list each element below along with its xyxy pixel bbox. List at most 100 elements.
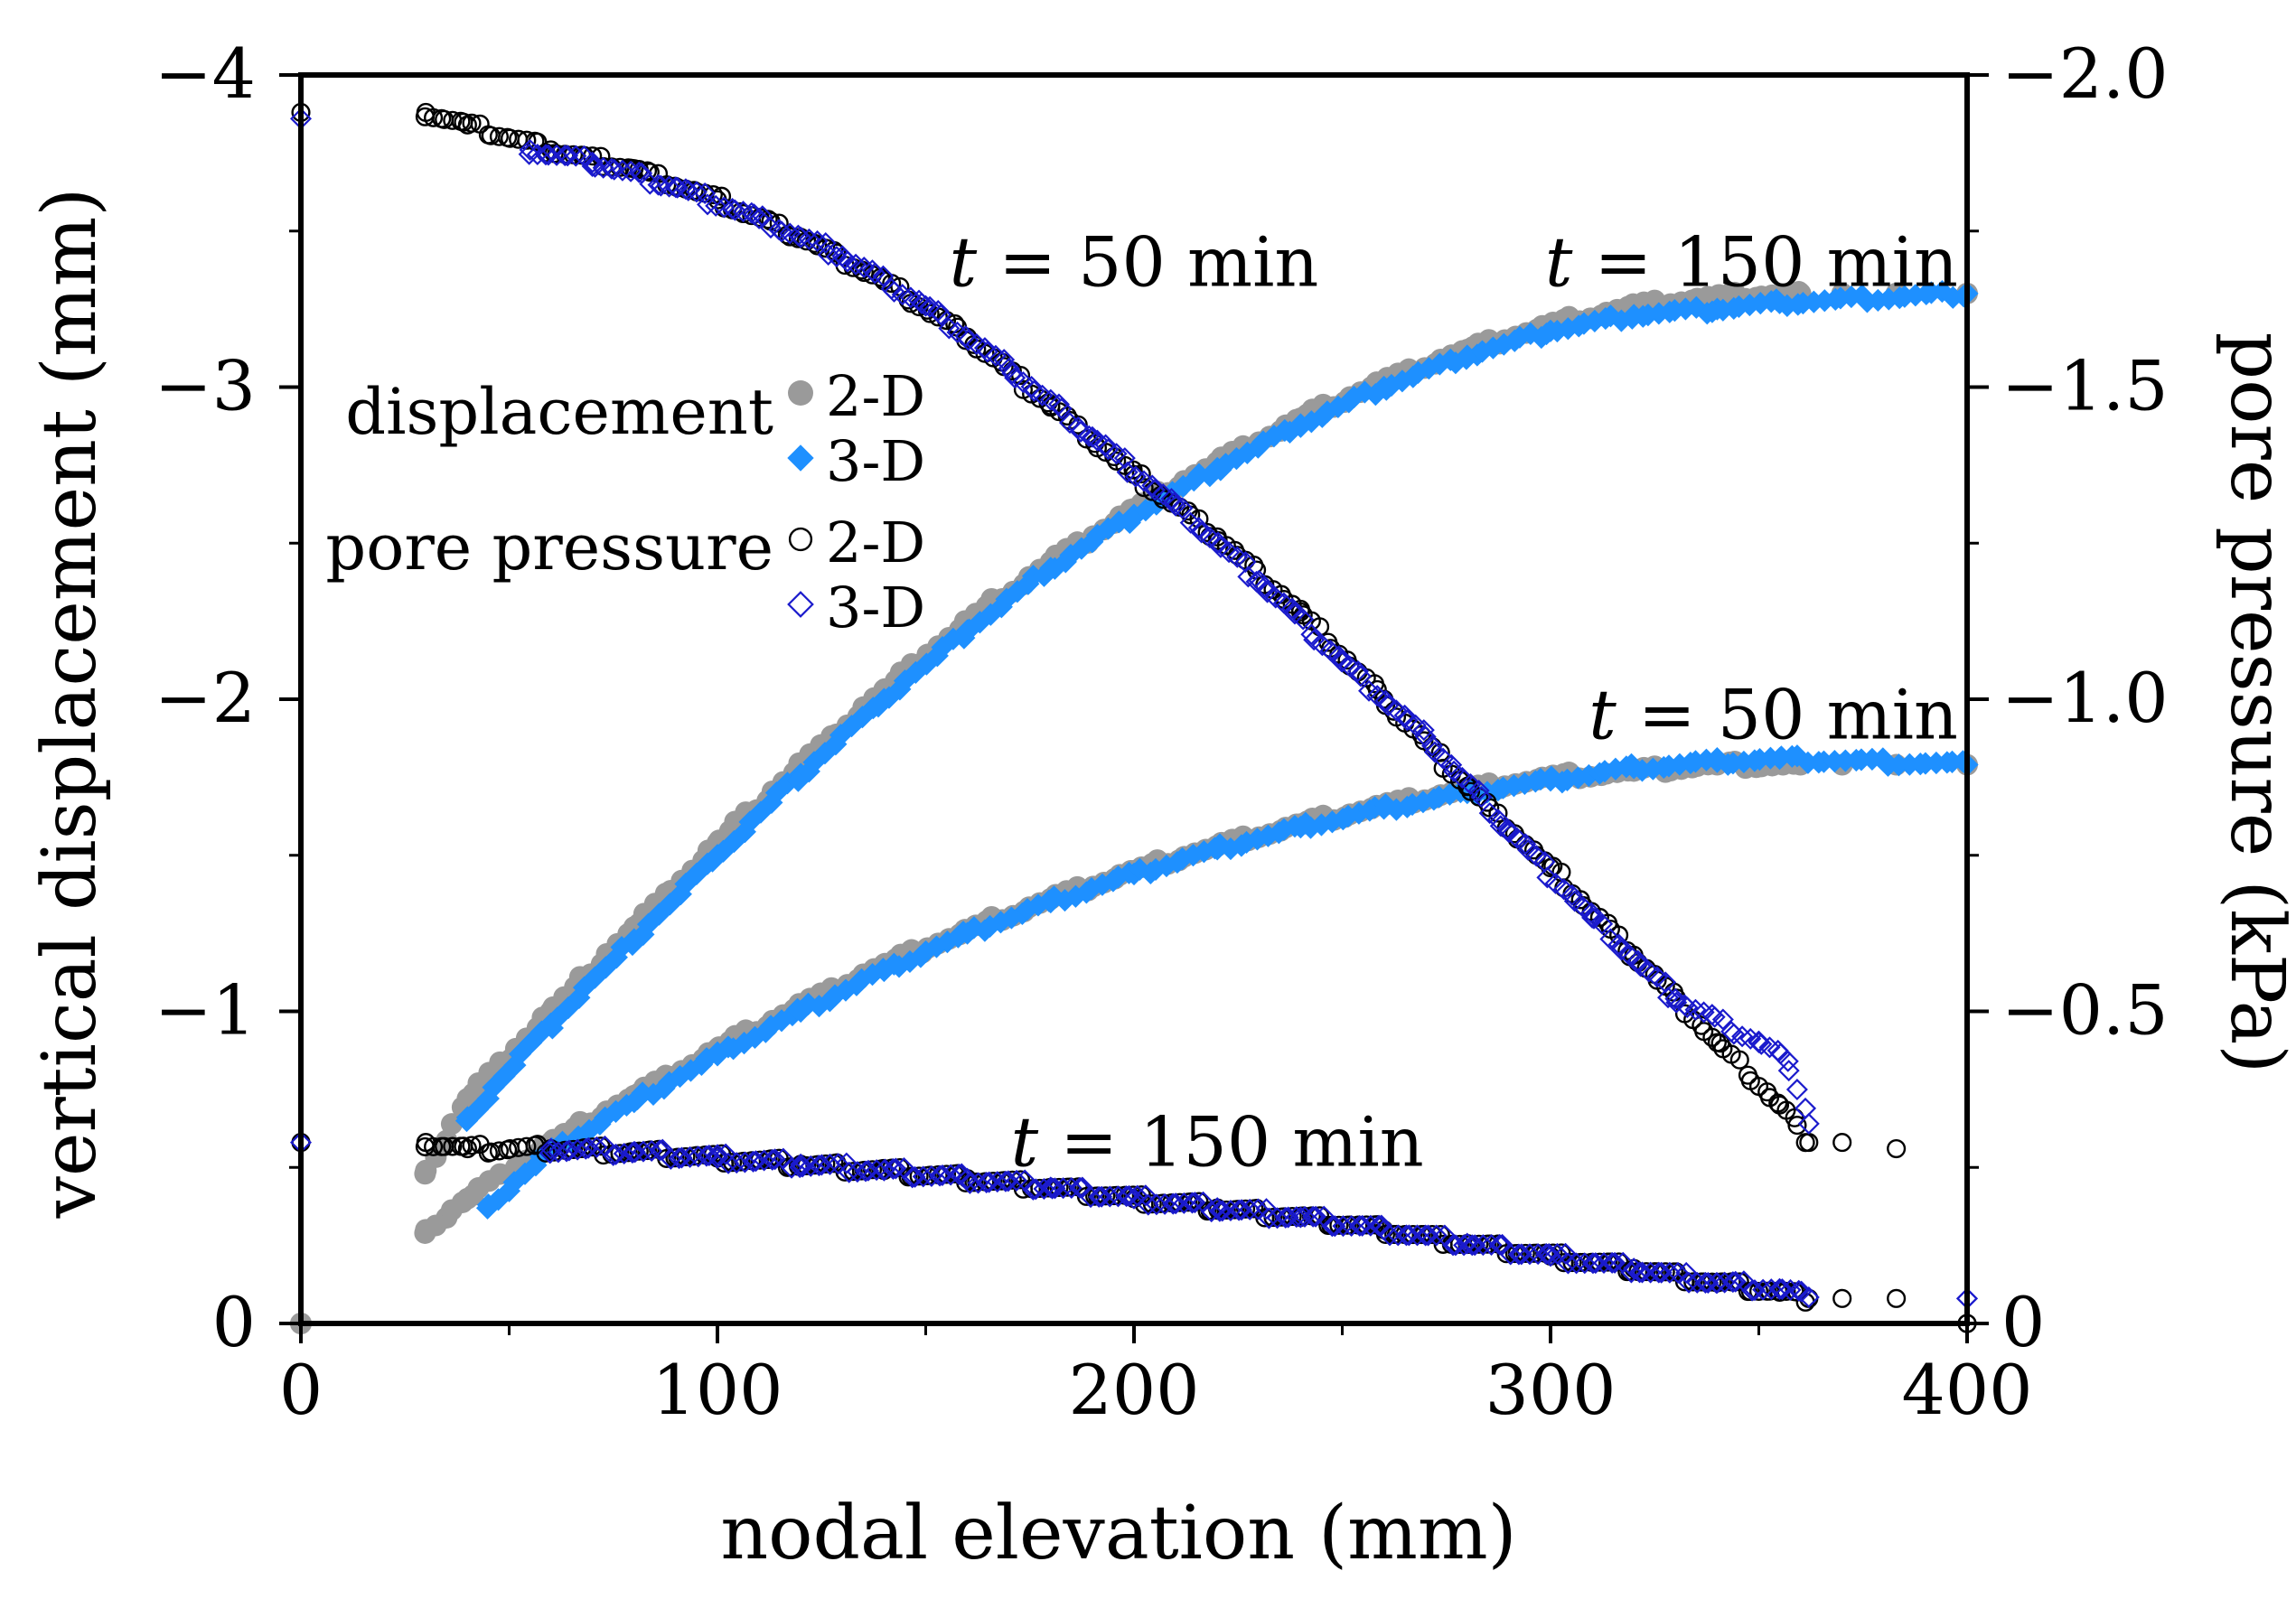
data-point bbox=[1285, 1206, 1307, 1229]
data-point bbox=[1832, 1288, 1852, 1308]
data-point bbox=[1514, 833, 1537, 856]
data-point bbox=[1866, 288, 1889, 313]
data-point bbox=[1802, 290, 1825, 313]
data-point bbox=[781, 1156, 803, 1179]
data-point bbox=[1022, 1178, 1045, 1201]
data-point bbox=[835, 1152, 857, 1174]
time-variable: t bbox=[1545, 221, 1573, 302]
data-point bbox=[711, 839, 736, 863]
data-point bbox=[1598, 304, 1623, 328]
data-point bbox=[1442, 1234, 1465, 1257]
data-point bbox=[994, 1170, 1017, 1192]
data-point bbox=[1678, 1271, 1701, 1294]
data-point bbox=[1091, 1185, 1113, 1208]
data-point bbox=[1320, 810, 1345, 834]
x-tick-label: 100 bbox=[651, 1350, 783, 1430]
data-point bbox=[1421, 734, 1444, 757]
data-point bbox=[1170, 847, 1195, 871]
marks-layer bbox=[289, 102, 1979, 1334]
data-point bbox=[1507, 1243, 1530, 1266]
data-point bbox=[1406, 360, 1430, 384]
data-point bbox=[1293, 1205, 1316, 1228]
data-point bbox=[1173, 1192, 1195, 1214]
data-point bbox=[989, 911, 1013, 934]
data-point bbox=[1368, 1214, 1391, 1237]
data-point bbox=[1398, 1224, 1420, 1247]
data-point bbox=[1536, 866, 1559, 889]
data-point bbox=[1340, 1215, 1363, 1238]
data-point bbox=[1748, 292, 1772, 315]
data-point bbox=[1525, 845, 1548, 867]
data-point bbox=[539, 1142, 561, 1164]
data-point bbox=[1047, 393, 1070, 416]
data-point bbox=[1044, 1177, 1066, 1200]
data-point bbox=[621, 1142, 643, 1164]
data-point bbox=[1702, 1272, 1722, 1292]
data-point bbox=[1393, 704, 1416, 726]
data-point bbox=[1346, 660, 1369, 683]
data-point bbox=[770, 1009, 793, 1033]
data-point bbox=[556, 1140, 578, 1163]
data-point bbox=[1743, 1279, 1766, 1302]
data-point bbox=[785, 997, 810, 1021]
data-point bbox=[1692, 1001, 1715, 1024]
data-point bbox=[1026, 893, 1050, 917]
data-point bbox=[1771, 1278, 1794, 1301]
data-point bbox=[1230, 1199, 1253, 1221]
data-point bbox=[558, 1139, 580, 1162]
data-point bbox=[658, 175, 680, 198]
data-point bbox=[995, 587, 1018, 611]
data-point bbox=[632, 1140, 654, 1163]
data-point bbox=[1517, 838, 1540, 861]
data-point bbox=[1154, 1192, 1176, 1215]
data-point bbox=[898, 949, 922, 974]
data-point bbox=[931, 1164, 953, 1186]
data-point bbox=[948, 1164, 970, 1186]
data-point bbox=[584, 155, 606, 178]
data-point bbox=[808, 1155, 830, 1177]
data-point bbox=[482, 1076, 505, 1099]
data-point bbox=[1353, 380, 1377, 404]
data-point bbox=[1050, 397, 1073, 420]
y-axis-label-right: pore pressure (kPa) bbox=[2214, 332, 2296, 1074]
data-point bbox=[1518, 1243, 1541, 1266]
data-point bbox=[706, 1146, 729, 1169]
data-point bbox=[1042, 885, 1066, 909]
data-point bbox=[604, 1099, 628, 1124]
data-point bbox=[1117, 861, 1141, 884]
data-point bbox=[1566, 766, 1590, 790]
data-point bbox=[1281, 597, 1304, 620]
data-point bbox=[753, 1149, 775, 1172]
data-point bbox=[914, 295, 937, 317]
data-point bbox=[706, 1144, 729, 1166]
data-point bbox=[742, 1150, 764, 1173]
data-point bbox=[1321, 1215, 1344, 1238]
data-point bbox=[823, 984, 847, 1007]
data-point bbox=[789, 1156, 811, 1179]
data-point bbox=[1601, 1251, 1624, 1274]
data-point bbox=[1591, 912, 1614, 935]
data-point bbox=[610, 1144, 630, 1164]
data-point bbox=[1332, 1215, 1354, 1238]
data-point bbox=[1444, 351, 1467, 375]
legend-marker bbox=[787, 444, 814, 472]
data-point bbox=[825, 246, 848, 268]
data-point bbox=[1274, 1206, 1297, 1229]
data-point bbox=[462, 113, 482, 133]
data-point bbox=[817, 243, 839, 266]
legend-marker bbox=[788, 380, 813, 406]
series-7 bbox=[289, 1131, 1979, 1310]
data-point bbox=[1134, 1184, 1157, 1207]
data-point bbox=[642, 1082, 665, 1106]
data-point bbox=[1224, 447, 1249, 471]
legend-marker bbox=[788, 527, 813, 552]
data-point bbox=[721, 1037, 745, 1061]
data-point bbox=[1094, 434, 1117, 456]
data-point bbox=[790, 226, 812, 248]
data-point bbox=[1145, 1193, 1167, 1216]
data-point bbox=[1787, 1279, 1810, 1302]
time-variable: t bbox=[950, 221, 978, 302]
data-point bbox=[424, 108, 444, 127]
data-point bbox=[1797, 1112, 1820, 1135]
x-axis-label: nodal elevation (mm) bbox=[720, 1491, 1516, 1576]
